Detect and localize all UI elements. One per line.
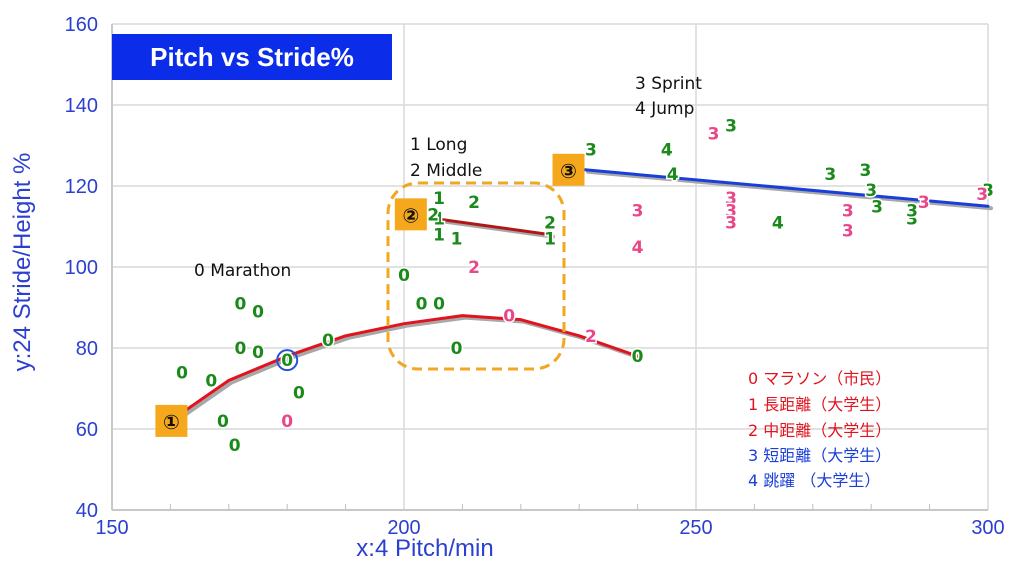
data-point: 2 [427,205,439,225]
legend-item-2: 2 中距離（大学生） [748,421,891,440]
data-point: 0 [632,347,644,367]
data-point: 1 [544,230,556,250]
data-point: 0 [252,343,264,363]
x-axis-label: x:4 Pitch/min [356,535,493,562]
data-point: 4 [667,165,679,185]
annotation-long: 1 Long [410,135,467,155]
title-box: Pitch vs Stride% [112,34,392,80]
data-point: 2 [468,258,480,278]
data-point: 4 [632,238,644,258]
data-point: 3 [708,124,720,144]
x-tick-label: 250 [679,517,712,539]
y-tick-label: 160 [65,14,98,36]
data-point: 2 [544,213,556,233]
annotation-sprint: 3 Sprint [635,74,702,94]
data-point: 3 [725,116,737,136]
x-tick-label: 300 [971,517,1004,539]
chart-title: Pitch vs Stride% [150,42,354,72]
marker-box-1 [155,404,188,437]
annotation-middle: 2 Middle [410,161,482,181]
fit-line-shadow [586,169,993,211]
data-point: 3 [725,201,737,221]
data-point: 3 [842,201,854,221]
data-point: 0 [176,363,188,383]
y-axis-label: y:24 Stride/Height % [9,153,36,372]
data-point: 0 [217,412,229,432]
data-point: 3 [982,181,994,201]
legend-item-1: 1 長距離（大学生） [748,395,891,414]
marker-label-2: ② [402,203,419,227]
data-point: 0 [433,294,445,314]
data-point: 3 [918,193,930,213]
legend-item-0: 0 マラソン（市民） [748,369,891,388]
data-point: 4 [661,141,673,161]
marker-box-3 [552,153,585,186]
y-tick-label: 40 [76,500,98,522]
x-tick-label: 200 [387,517,420,539]
data-point: 0 [281,412,293,432]
data-point: 2 [468,193,480,213]
group-box-1-2 [386,181,566,371]
data-point: 3 [865,181,877,201]
fit-lines [168,168,993,425]
data-point: 0 [416,294,428,314]
data-point: 0 [293,384,305,404]
y-tick-label: 60 [76,419,98,441]
data-point: 3 [976,185,988,205]
data-point: 3 [842,222,854,242]
data-point: 1 [433,226,445,246]
data-point: 0 [322,331,334,351]
data-point: 3 [725,213,737,233]
data-point: 4 [772,213,784,233]
group-markers: ① ② ③ [155,153,585,437]
fit-line-0 [168,314,640,423]
data-point: 2 [585,327,597,347]
data-point: 0 [235,294,247,314]
annotation-marathon: 0 Marathon [194,261,291,281]
data-point: 1 [451,230,463,250]
data-point: 3 [859,161,871,181]
legend: 0 マラソン（市民） 1 長距離（大学生） 2 中距離（大学生） 3 短距離（大… [748,369,891,490]
data-point: 1 [433,209,445,229]
data-point: 3 [725,189,737,209]
data-point: 0 [281,351,293,371]
data-point: 0 [252,303,264,323]
data-point: 0 [205,371,217,391]
data-point: 3 [906,201,918,221]
data-point: 0 [503,307,515,327]
legend-item-4: 4 跳躍 （大学生） [748,471,880,490]
marker-label-1: ① [163,410,180,434]
marker-box-2 [394,198,427,231]
data-point: 0 [451,339,463,359]
fit-line-1-2 [431,216,552,237]
fit-line-3-4 [583,168,990,208]
x-tick-label: 150 [95,517,128,539]
data-point: 0 [398,266,410,286]
highlight-circle [276,349,299,372]
fit-line-shadow [434,218,555,239]
data-point: 3 [906,209,918,229]
annotation-jump: 4 Jump [635,99,694,119]
data-point: 1 [433,189,445,209]
y-tick-label: 140 [65,95,98,117]
data-point: 0 [229,436,241,456]
y-tick-label: 80 [76,338,98,360]
data-point: 3 [585,141,597,161]
legend-item-3: 3 短距離（大学生） [748,446,891,465]
data-point: 3 [632,201,644,221]
data-point: 3 [824,165,836,185]
y-tick-label: 120 [65,176,98,198]
data-point: 3 [871,197,883,217]
y-tick-label: 100 [65,257,98,279]
data-point: 0 [235,339,247,359]
marker-label-3: ③ [560,159,577,183]
